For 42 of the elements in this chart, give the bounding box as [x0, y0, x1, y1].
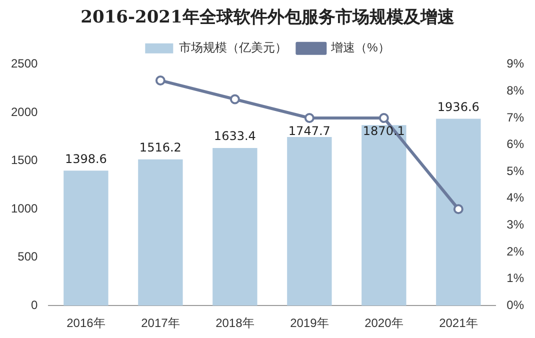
chart-title: 2016-2021年全球软件外包服务市场规模及增速	[80, 8, 454, 28]
x-tick-label: 2018年	[216, 316, 254, 330]
data-label: 1516.2	[139, 140, 182, 154]
bar	[138, 159, 183, 306]
legend-label: 增速（%）	[330, 40, 390, 55]
x-tick-label: 2020年	[364, 316, 404, 330]
data-label: 1747.7	[288, 124, 330, 138]
y2-tick-label: 8%	[506, 84, 524, 98]
point	[230, 94, 240, 104]
bar	[362, 125, 406, 306]
point	[378, 113, 389, 123]
x-tick-label: 2017年	[141, 316, 180, 330]
data-label: 1870.1	[362, 124, 405, 138]
bar	[212, 148, 258, 306]
y2-tick-label: 9%	[506, 56, 524, 71]
y-tick-label: 1000	[10, 201, 38, 216]
bar	[287, 136, 332, 306]
bar	[64, 170, 108, 306]
y-tick-label: 500	[18, 250, 38, 264]
data-label: 1633.4	[214, 129, 256, 144]
data-label: 1936.6	[437, 100, 480, 114]
y2-tick-label: 0%	[506, 298, 524, 312]
point	[155, 75, 166, 86]
y2-tick-label: 2%	[506, 244, 524, 258]
x-tick-label: 2019年	[290, 316, 329, 330]
x-tick-label: 2021年	[439, 316, 478, 330]
legend-label: 市场规模（亿美元）	[179, 40, 288, 55]
y2-tick-label: 1%	[506, 271, 524, 286]
bar	[436, 118, 481, 306]
y-tick-label: 0	[31, 298, 38, 312]
y2-tick-label: 4%	[506, 190, 524, 205]
data-label: 1398.6	[64, 152, 107, 166]
point	[304, 113, 314, 123]
y-tick-label: 2000	[10, 104, 38, 119]
y-tick-label: 2500	[10, 56, 38, 71]
y2-tick-label: 6%	[506, 137, 524, 152]
y-tick-label: 1500	[10, 153, 38, 168]
x-tick-label: 2016年	[66, 316, 106, 330]
point	[453, 204, 464, 214]
y2-tick-label: 7%	[506, 110, 524, 124]
y2-tick-label: 3%	[506, 218, 524, 232]
y2-tick-label: 5%	[506, 164, 524, 178]
